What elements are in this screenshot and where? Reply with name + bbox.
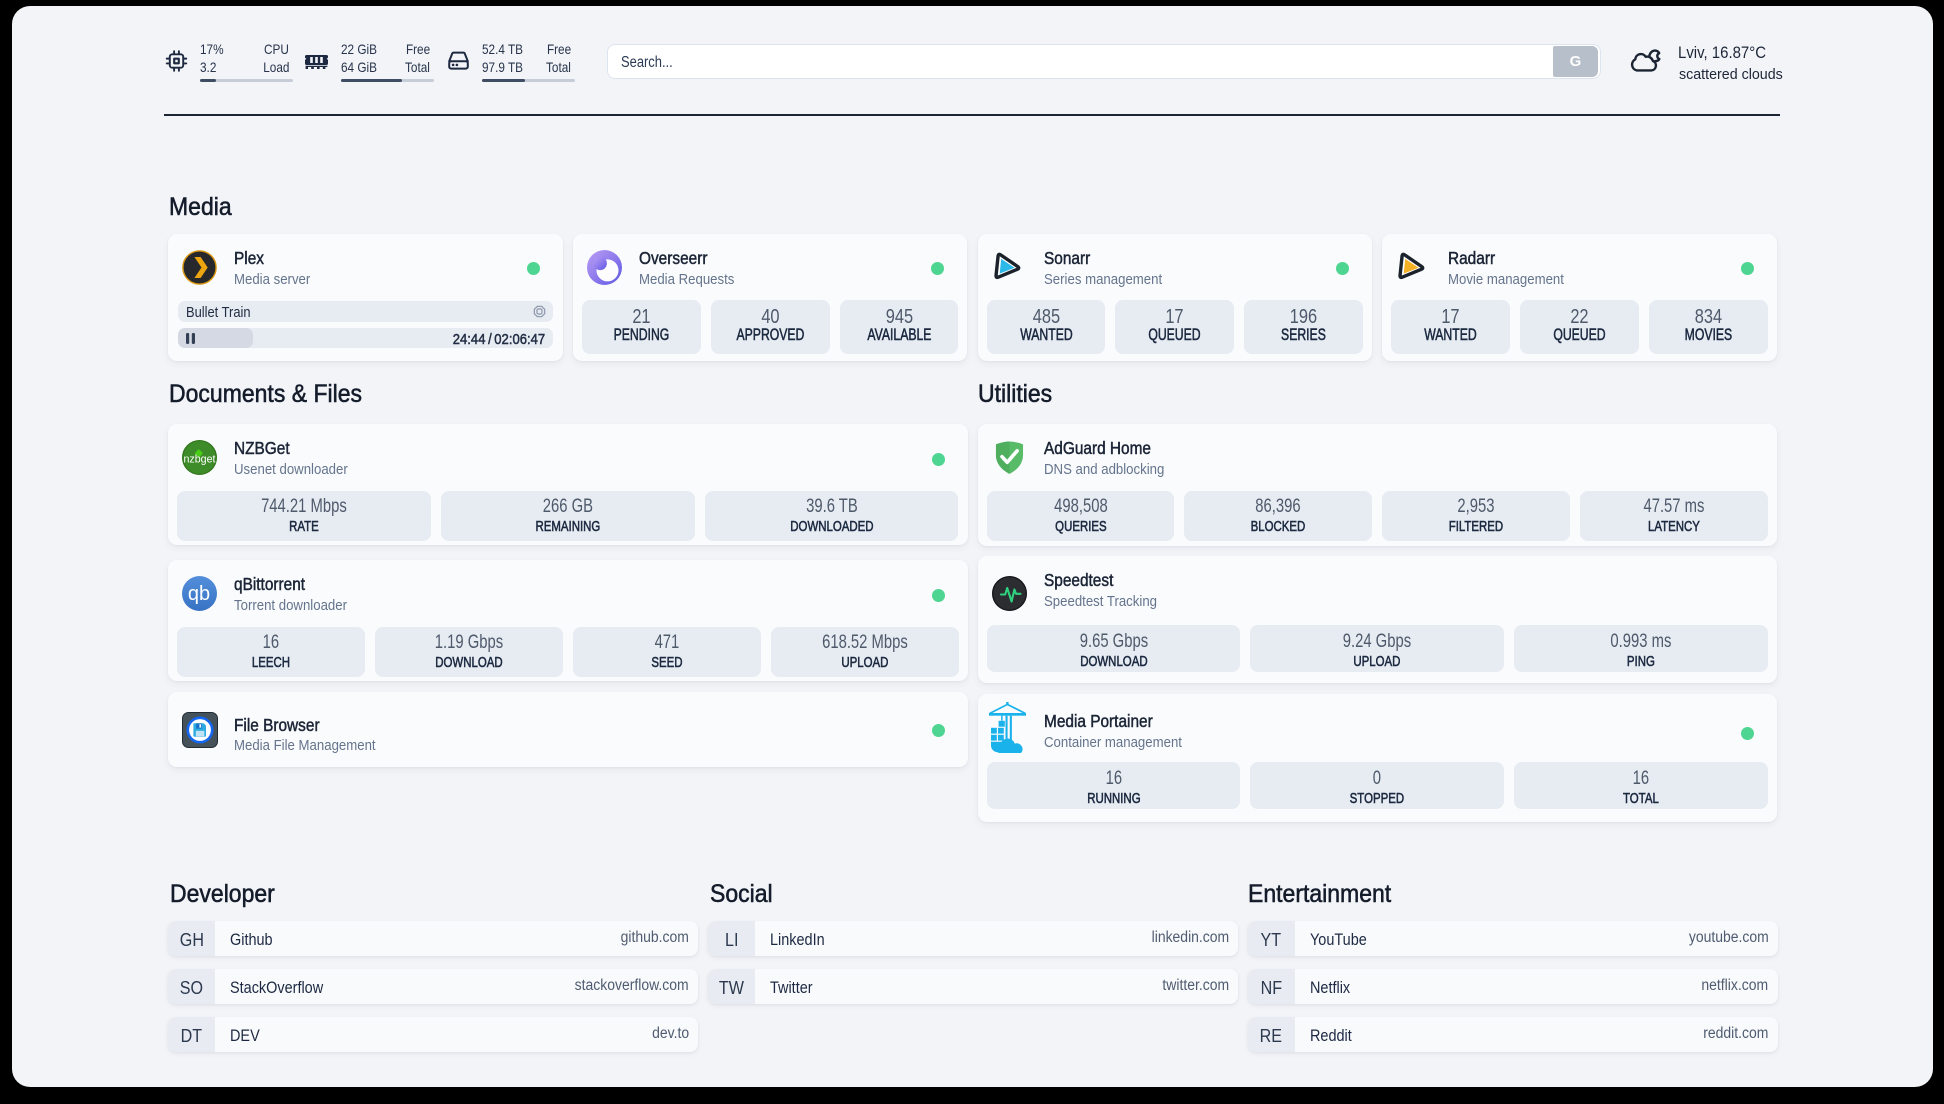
svg-text:nzbget: nzbget	[184, 454, 216, 466]
svg-text:qb: qb	[188, 583, 210, 605]
